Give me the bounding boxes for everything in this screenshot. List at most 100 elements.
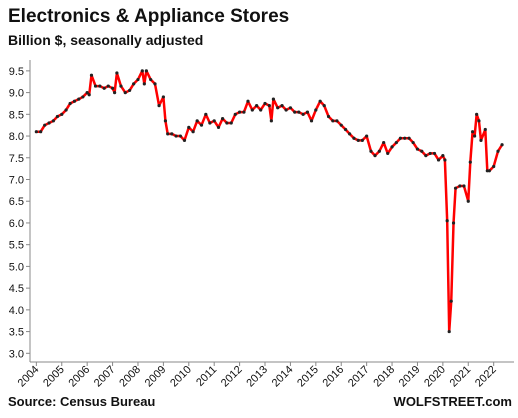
- data-point: [449, 299, 453, 303]
- data-point: [212, 119, 216, 123]
- y-tick-label: 6.5: [9, 196, 24, 208]
- data-point: [403, 136, 407, 140]
- data-point: [269, 119, 273, 123]
- data-point: [339, 123, 343, 127]
- data-point: [373, 153, 377, 158]
- data-point: [407, 136, 411, 140]
- data-point: [163, 119, 168, 123]
- data-point: [297, 110, 301, 114]
- data-point: [451, 221, 456, 225]
- x-tick-label: 2012: [219, 364, 245, 390]
- data-point: [216, 125, 221, 129]
- data-point: [157, 104, 161, 108]
- data-point: [309, 119, 314, 123]
- y-tick-label: 4.5: [9, 283, 24, 295]
- data-point: [161, 95, 165, 99]
- y-tick-label: 9.0: [9, 88, 24, 100]
- data-point: [436, 158, 441, 162]
- x-tick-label: 2004: [16, 364, 42, 390]
- data-point: [123, 90, 127, 95]
- data-point: [166, 132, 170, 136]
- data-point: [428, 151, 432, 156]
- data-point: [343, 127, 348, 132]
- x-tick-label: 2016: [321, 364, 347, 390]
- data-point: [127, 88, 132, 93]
- data-point: [47, 121, 51, 125]
- data-point: [386, 151, 390, 156]
- data-point: [153, 82, 157, 86]
- y-tick-label: 8.5: [9, 109, 24, 121]
- data-point: [356, 138, 360, 142]
- x-tick-label: 2014: [270, 364, 296, 390]
- data-point: [64, 108, 68, 112]
- data-point: [115, 71, 119, 75]
- data-point: [113, 90, 117, 95]
- data-point: [305, 110, 310, 114]
- data-point: [432, 151, 437, 156]
- data-point: [293, 110, 297, 114]
- data-point: [468, 160, 472, 164]
- data-point: [487, 169, 491, 173]
- data-point: [208, 121, 212, 125]
- x-tick-label: 2007: [92, 364, 118, 390]
- data-point: [318, 99, 322, 103]
- data-point: [93, 84, 98, 88]
- data-point: [500, 143, 504, 147]
- data-point: [458, 184, 462, 188]
- y-tick-label: 5.0: [9, 261, 24, 273]
- data-point: [276, 106, 280, 110]
- data-point: [331, 119, 335, 123]
- data-point: [119, 84, 123, 88]
- x-tick-label: 2018: [371, 364, 397, 390]
- data-point: [420, 149, 424, 153]
- credit: WOLFSTREET.com: [394, 394, 512, 409]
- source: Source: Census Bureau: [8, 394, 155, 409]
- data-point: [441, 153, 445, 158]
- x-tick-label: 2005: [41, 364, 67, 390]
- data-point: [204, 112, 208, 116]
- data-point: [314, 108, 318, 112]
- series-line: [36, 69, 504, 333]
- data-point: [81, 95, 85, 99]
- x-tick-label: 2010: [168, 364, 194, 390]
- data-point: [263, 101, 267, 106]
- x-tick-label: 2017: [346, 364, 372, 390]
- data-point: [225, 121, 229, 125]
- x-tick-label: 2006: [66, 364, 92, 390]
- data-point: [60, 112, 64, 116]
- y-tick-label: 3.5: [9, 327, 24, 339]
- x-tick-label: 2008: [117, 364, 143, 390]
- y-tick-label: 6.0: [9, 218, 24, 230]
- data-point: [132, 82, 136, 86]
- data-point: [352, 136, 356, 140]
- data-point: [233, 112, 237, 116]
- y-tick-label: 7.0: [9, 174, 24, 186]
- data-point: [453, 186, 458, 190]
- data-point: [142, 82, 146, 86]
- data-point: [394, 140, 398, 145]
- data-point: [466, 199, 470, 203]
- data-point: [140, 69, 144, 73]
- data-point: [475, 112, 479, 116]
- data-point: [85, 90, 89, 95]
- data-point: [280, 104, 284, 108]
- data-point: [170, 132, 174, 136]
- data-point: [365, 134, 369, 138]
- data-point: [415, 147, 420, 151]
- data-point: [390, 145, 394, 149]
- data-point: [445, 219, 449, 223]
- data-point: [199, 123, 204, 127]
- data-point: [242, 110, 246, 114]
- y-tick-label: 7.5: [9, 153, 24, 165]
- data-point: [238, 110, 242, 114]
- data-point: [72, 99, 77, 103]
- data-point: [443, 158, 447, 162]
- data-point: [398, 136, 403, 140]
- data-point: [496, 149, 500, 153]
- data-point: [377, 149, 381, 153]
- data-point: [462, 184, 466, 188]
- data-point: [89, 73, 94, 77]
- data-point: [382, 140, 386, 145]
- data-point: [68, 101, 72, 106]
